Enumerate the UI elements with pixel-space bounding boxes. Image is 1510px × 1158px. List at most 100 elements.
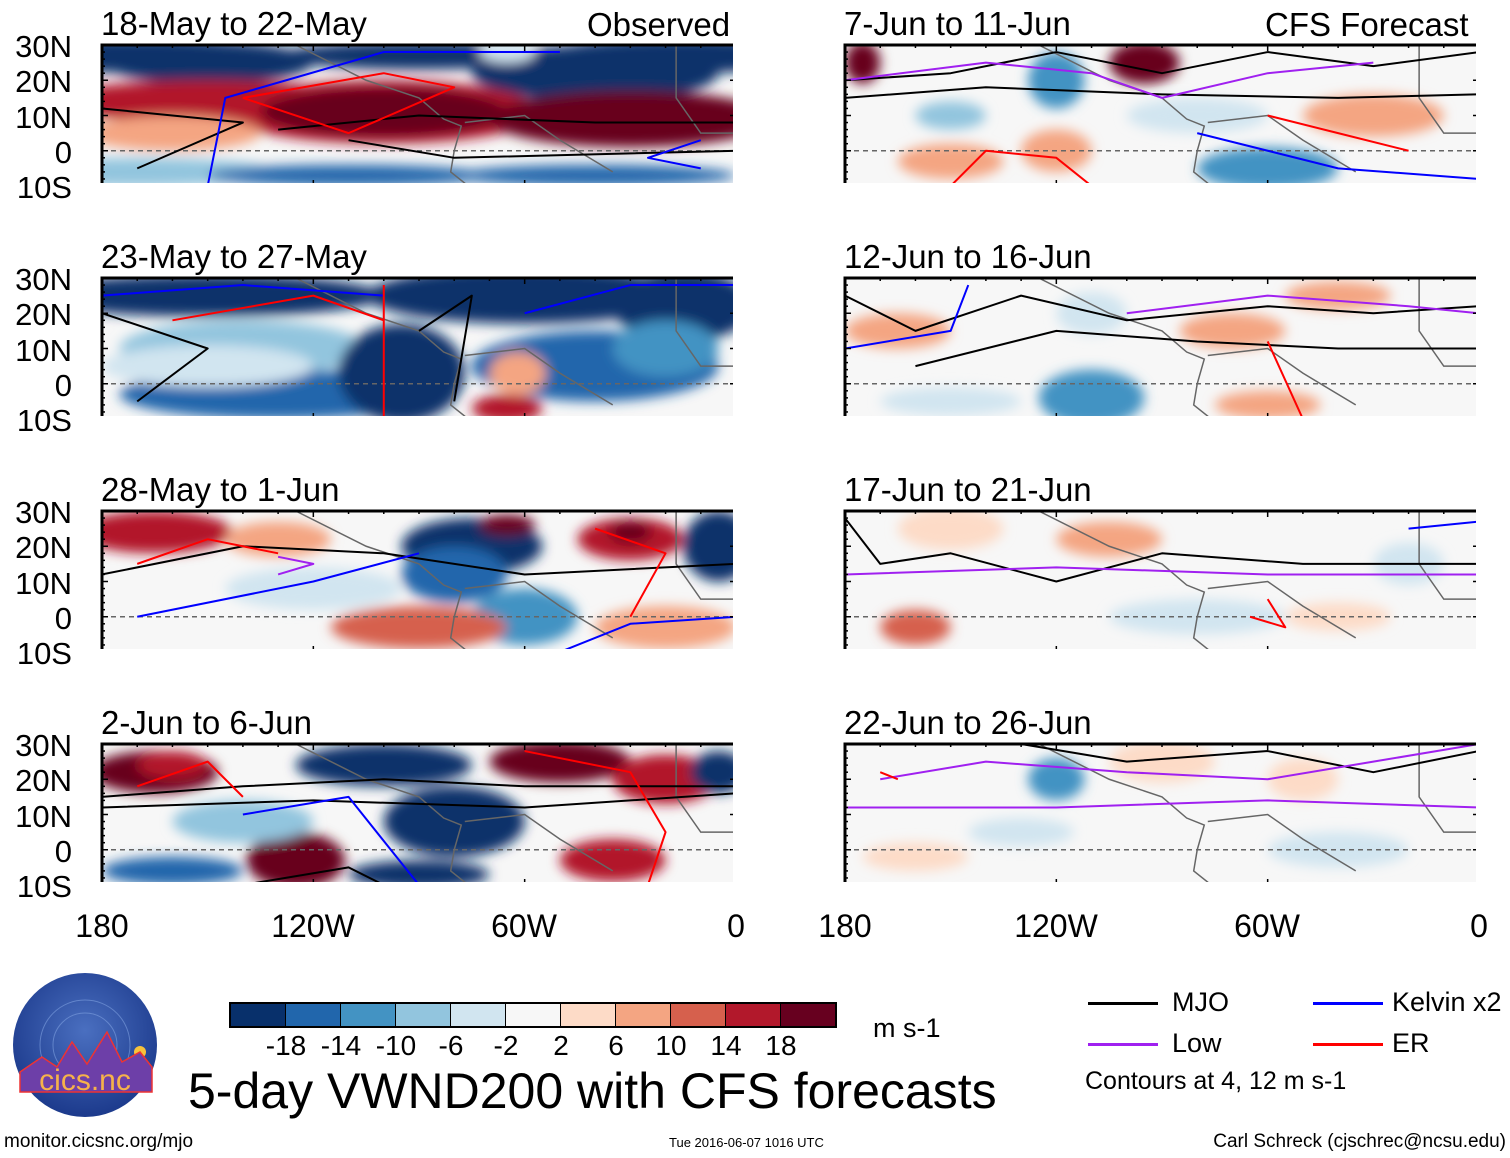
lat-label: 20N <box>15 530 72 566</box>
timestamp: Tue 2016-06-07 1016 UTC <box>669 1135 824 1150</box>
lat-label: 20N <box>15 64 72 100</box>
contour-line <box>137 552 420 618</box>
anomaly-region <box>845 313 951 349</box>
panel-title: 28-May to 1-Jun <box>101 471 340 508</box>
colorbar-swatch <box>396 1004 451 1026</box>
anomaly-region <box>338 323 465 416</box>
anomaly-region <box>845 45 881 84</box>
anomaly-region <box>471 45 719 102</box>
colorbar-label: -6 <box>438 1030 464 1061</box>
anomaly-region <box>1109 45 1180 84</box>
contour-line <box>594 527 667 618</box>
panel-title: 7-Jun to 11-Jun <box>844 5 1071 42</box>
contour-line <box>102 107 244 170</box>
panel-title: 18-May to 22-May <box>101 5 367 42</box>
coastline <box>295 744 733 882</box>
anomaly-region <box>348 860 490 882</box>
colorbar-label: -2 <box>493 1030 519 1061</box>
lat-label: 30N <box>15 262 72 297</box>
contour-line <box>136 760 244 798</box>
observed-header: Observed <box>587 6 731 43</box>
anomaly-region <box>1179 313 1286 349</box>
anomaly-region <box>489 352 546 395</box>
contour-line <box>207 51 560 183</box>
lon-label: 180 <box>818 908 872 944</box>
colorbar-label: 14 <box>710 1030 742 1061</box>
lat-label: 30N <box>15 29 72 64</box>
contour-line <box>564 615 733 649</box>
colorbar-swatch <box>341 1004 396 1026</box>
colorbar-swatch <box>451 1004 506 1026</box>
map-panel-forecast-2 <box>843 276 1476 416</box>
source-link[interactable]: monitor.cicsnc.org/mjo <box>4 1131 194 1152</box>
colorbar-swatch <box>726 1004 781 1026</box>
contour-line <box>879 771 899 781</box>
contour-line <box>1020 744 1476 774</box>
lon-label: 180 <box>75 908 129 944</box>
anomaly-region <box>102 856 243 882</box>
contour-line <box>102 284 384 297</box>
colorbar-label: -14 <box>320 1030 362 1061</box>
anomaly-region <box>102 45 314 84</box>
anomaly-region <box>172 800 314 843</box>
anomaly-region <box>137 751 208 780</box>
lat-label: 10S <box>16 170 72 205</box>
lat-label: 0 <box>54 367 72 403</box>
lat-label: 10N <box>15 332 72 368</box>
anomaly-region <box>1285 281 1391 310</box>
panel-title: 12-Jun to 16-Jun <box>844 238 1092 275</box>
contour-line <box>845 517 1476 583</box>
legend-line-low <box>1088 1043 1158 1046</box>
cics-logo: cics.nc <box>13 973 157 1117</box>
coastline <box>1038 511 1476 649</box>
coastline <box>295 511 733 649</box>
map-panel-observed-1 <box>100 43 733 183</box>
anomaly-region <box>454 164 733 183</box>
lat-label: 20N <box>15 297 72 333</box>
lat-label: 10S <box>16 636 72 671</box>
contour-line <box>1126 294 1476 315</box>
lat-label: 10S <box>16 869 72 904</box>
anomaly-region <box>1126 97 1268 134</box>
anomaly-region <box>968 818 1074 847</box>
anomaly-region <box>1267 758 1339 801</box>
anomaly-region <box>1302 94 1444 137</box>
contour-line <box>102 545 733 576</box>
anomaly-region <box>690 751 733 794</box>
anomaly-region <box>102 278 384 317</box>
anomaly-region <box>102 344 314 388</box>
contour-line <box>136 538 279 565</box>
panel-title: 22-Jun to 26-Jun <box>844 704 1092 741</box>
lon-label: 120W <box>271 908 355 944</box>
contour-line <box>524 284 733 315</box>
map-panel-observed-3 <box>100 509 733 649</box>
anomaly-region <box>471 394 543 416</box>
anomaly-region <box>225 521 331 557</box>
contour-line <box>242 72 456 135</box>
contour-line <box>172 294 385 322</box>
lon-label: 0 <box>1470 908 1488 944</box>
contour-line <box>845 86 1476 99</box>
author: Carl Schreck (cjschrec@ncsu.edu) <box>1213 1131 1506 1152</box>
figure-title: 5-day VWND200 with CFS forecasts <box>188 1063 997 1119</box>
logo-text: cics.nc <box>39 1064 131 1097</box>
colorbar-swatch <box>231 1004 286 1026</box>
anomaly-region <box>880 609 951 645</box>
legend-label: MJO <box>1172 987 1229 1017</box>
anomaly-region <box>489 744 631 783</box>
contour-line <box>348 139 733 159</box>
legend-label: Kelvin x2 <box>1392 987 1502 1017</box>
map-panel-forecast-1 <box>843 43 1476 183</box>
anomaly-region <box>246 832 346 882</box>
anomaly-region <box>1038 369 1145 416</box>
colorbar-units: m s-1 <box>873 1013 941 1043</box>
map-panel-observed-2 <box>100 276 733 416</box>
anomaly-region <box>1285 602 1391 631</box>
contour-line <box>880 744 1476 781</box>
colorbar-swatch <box>671 1004 726 1026</box>
lat-label: 30N <box>15 495 72 530</box>
lat-label: 0 <box>54 134 72 170</box>
anomaly-region <box>1028 52 1085 109</box>
lat-label: 0 <box>54 600 72 636</box>
lat-label: 0 <box>54 833 72 869</box>
